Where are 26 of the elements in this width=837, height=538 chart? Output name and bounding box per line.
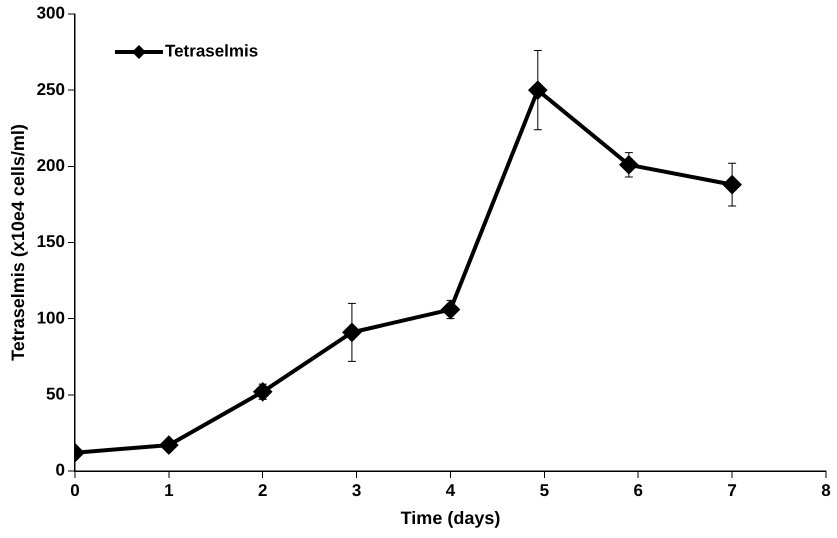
y-tick-label: 50 xyxy=(46,384,65,404)
x-tick-label: 6 xyxy=(634,480,643,500)
y-axis-title: Tetraselmis (x10e4 cells/ml) xyxy=(8,124,28,361)
x-tick-label: 7 xyxy=(727,480,737,500)
x-tick-label: 0 xyxy=(70,480,80,500)
point xyxy=(723,176,742,194)
y-tick-label: 0 xyxy=(55,460,65,480)
x-tick-label: 2 xyxy=(258,480,268,500)
x-axis-title: Time (days) xyxy=(400,508,500,528)
y-tick-label: 250 xyxy=(36,80,65,99)
x-tick-label: 3 xyxy=(352,480,362,500)
x-tick-label: 1 xyxy=(164,480,174,500)
x-tick-label: 5 xyxy=(540,480,550,500)
point xyxy=(528,81,547,100)
x-tick-label: 8 xyxy=(821,480,831,500)
point xyxy=(160,436,178,454)
y-tick-label: 300 xyxy=(36,4,65,23)
y-tick-label: 150 xyxy=(36,232,65,252)
point xyxy=(620,156,638,174)
point xyxy=(342,323,361,342)
y-tick-label: 200 xyxy=(36,156,65,176)
point xyxy=(254,382,272,401)
legend-label: Tetraselmis xyxy=(164,42,258,61)
x-tick-label: 4 xyxy=(446,480,456,500)
y-tick-label: 100 xyxy=(36,308,65,328)
point xyxy=(441,300,460,319)
